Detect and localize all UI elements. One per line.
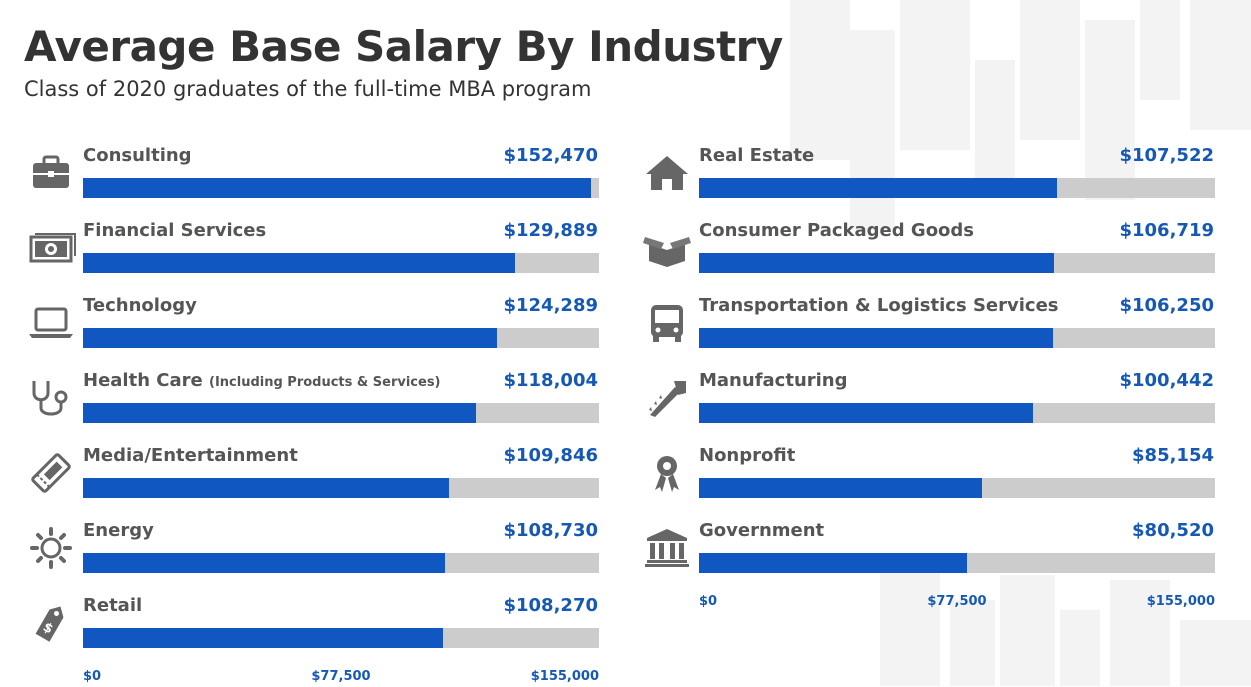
bar-row: Media/Entertainment $109,846 (24, 440, 614, 515)
bar-value: $107,522 (1119, 145, 1214, 166)
bar-track (699, 553, 1215, 573)
price-tag-icon: $ (24, 600, 78, 646)
bar-value: $100,442 (1119, 370, 1214, 391)
bar-value: $80,520 (1132, 520, 1214, 541)
bar-track (83, 253, 599, 273)
bar-track (699, 328, 1215, 348)
bar-fill (83, 178, 591, 198)
bar-value: $118,004 (503, 370, 598, 391)
bar-fill (83, 553, 445, 573)
bar-value: $152,470 (503, 145, 598, 166)
sun-icon (24, 525, 78, 571)
bar-track (83, 478, 599, 498)
bar-label: Real Estate (699, 145, 815, 166)
bar-row: Real Estate $107,522 (640, 140, 1230, 215)
bar-label: Transportation & Logistics Services (699, 295, 1059, 316)
bar-row: Consumer Packaged Goods $106,719 (640, 215, 1230, 290)
bar-fill (83, 253, 516, 273)
bar-fill (83, 403, 476, 423)
bar-fill (83, 328, 497, 348)
bar-track (699, 253, 1215, 273)
bar-fill (699, 328, 1053, 348)
laptop-icon (24, 300, 78, 346)
bar-track (83, 328, 599, 348)
bar-row: $ Retail $108,270 (24, 590, 614, 665)
bar-row: Government $80,520 (640, 515, 1230, 590)
money-icon (24, 225, 78, 271)
axis-tick-label: $155,000 (1146, 594, 1215, 609)
bar-label: Manufacturing (699, 370, 848, 391)
bar-track (83, 628, 599, 648)
bar-label: Retail (83, 595, 143, 616)
bar-fill (699, 553, 968, 573)
bar-value: $124,289 (503, 295, 598, 316)
house-icon (640, 150, 694, 196)
bar-label: Consulting (83, 145, 192, 166)
stethoscope-icon (24, 375, 78, 421)
bar-fill (699, 403, 1034, 423)
axis-tick-label: $0 (83, 669, 102, 684)
bar-row: Consulting $152,470 (24, 140, 614, 215)
bar-fill (83, 628, 444, 648)
bar-value: $108,730 (503, 520, 598, 541)
bar-label: Health Care (Including Products & Servic… (83, 370, 441, 391)
bar-fill (699, 253, 1055, 273)
bar-track (83, 553, 599, 573)
bar-track (83, 403, 599, 423)
bar-fill (699, 178, 1057, 198)
bus-icon (640, 300, 694, 346)
bar-label: Technology (83, 295, 197, 316)
briefcase-icon (24, 150, 78, 196)
bar-row: Nonprofit $85,154 (640, 440, 1230, 515)
bar-track (83, 178, 599, 198)
chart-column-right: Real Estate $107,522 Consumer Packaged G… (640, 140, 1230, 612)
bar-row: Technology $124,289 (24, 290, 614, 365)
bar-label: Nonprofit (699, 445, 796, 466)
bar-value: $108,270 (503, 595, 598, 616)
bar-track (699, 178, 1215, 198)
bar-fill (83, 478, 449, 498)
x-axis-left: $0 $77,500 $155,000 (24, 665, 614, 687)
bar-label: Consumer Packaged Goods (699, 220, 975, 241)
bar-label: Energy (83, 520, 154, 541)
axis-tick-label: $77,500 (311, 669, 371, 684)
bar-label: Financial Services (83, 220, 267, 241)
saw-icon (640, 375, 694, 421)
axis-tick-label: $77,500 (927, 594, 987, 609)
bar-label: Government (699, 520, 825, 541)
bar-row: Health Care (Including Products & Servic… (24, 365, 614, 440)
page-subtitle: Class of 2020 graduates of the full-time… (24, 77, 592, 101)
bar-row: Manufacturing $100,442 (640, 365, 1230, 440)
box-icon (640, 225, 694, 271)
government-building-icon (640, 525, 694, 571)
bar-row: Energy $108,730 (24, 515, 614, 590)
page-title: Average Base Salary By Industry (24, 22, 783, 71)
bar-track (699, 403, 1215, 423)
chart-column-left: Consulting $152,470 Financial Services $… (24, 140, 614, 687)
axis-tick-label: $0 (699, 594, 718, 609)
ticket-icon (24, 450, 78, 496)
bar-value: $129,889 (503, 220, 598, 241)
bar-value: $85,154 (1132, 445, 1214, 466)
bar-value: $109,846 (503, 445, 598, 466)
award-ribbon-icon (640, 450, 694, 496)
bar-track (699, 478, 1215, 498)
bar-value: $106,250 (1119, 295, 1214, 316)
bar-row: Financial Services $129,889 (24, 215, 614, 290)
bar-fill (699, 478, 983, 498)
bar-row: Transportation & Logistics Services $106… (640, 290, 1230, 365)
x-axis-right: $0 $77,500 $155,000 (640, 590, 1230, 612)
bar-value: $106,719 (1119, 220, 1214, 241)
bar-label: Media/Entertainment (83, 445, 298, 466)
axis-tick-label: $155,000 (530, 669, 599, 684)
